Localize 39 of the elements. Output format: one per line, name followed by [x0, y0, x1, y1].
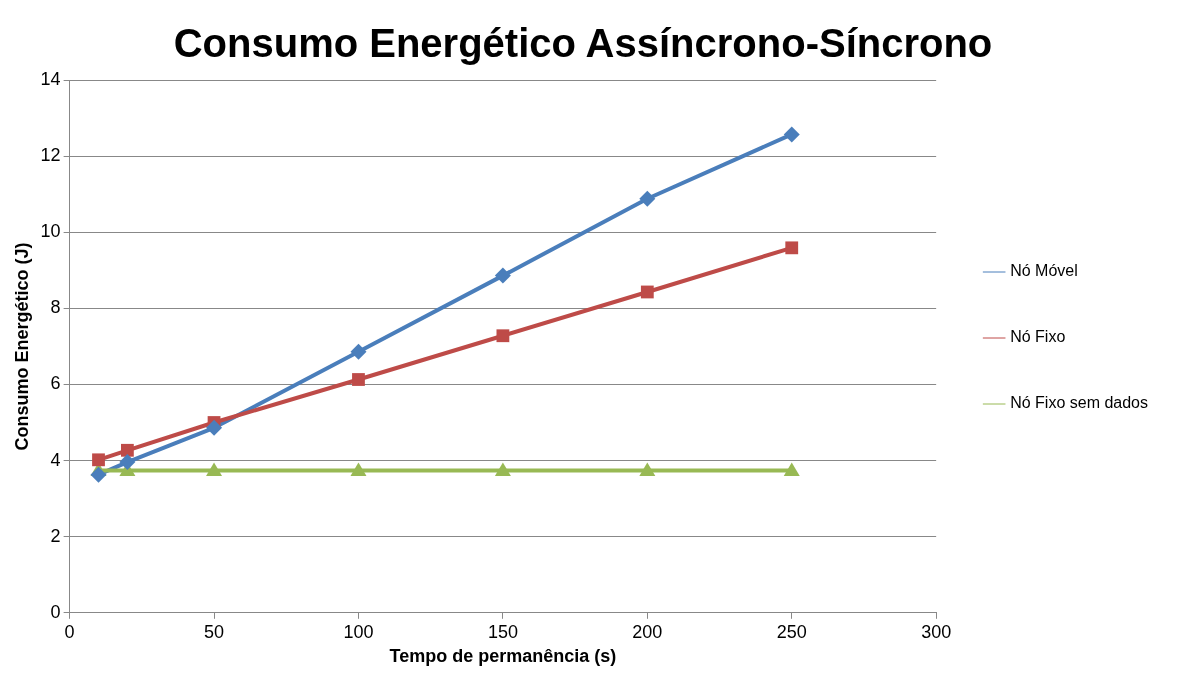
point [783, 462, 800, 477]
point [639, 462, 656, 477]
y-tick-label: 6 [50, 373, 61, 394]
point [206, 462, 223, 477]
legend-label: Nó Fixo [1010, 328, 1066, 346]
chart-title: Consumo Energético Assíncrono-Síncrono [173, 21, 993, 66]
point [494, 462, 511, 477]
point [92, 453, 105, 467]
x-tick-label: 50 [204, 621, 225, 642]
legend-label: Nó Fixo sem dados [1010, 394, 1149, 412]
point [785, 241, 799, 255]
x-tick-label: 100 [343, 621, 374, 642]
point [120, 443, 134, 457]
y-tick-label: 8 [50, 297, 61, 318]
y-tick-label: 10 [40, 221, 61, 242]
point [90, 466, 107, 483]
y-tick-label: 4 [50, 449, 61, 470]
point [350, 343, 367, 360]
legend-label: Nó Móvel [1010, 262, 1078, 280]
x-tick-label: 150 [487, 621, 518, 642]
x-axis-title: Tempo de permanência (s) [389, 646, 617, 667]
y-tick-label: 2 [50, 525, 61, 546]
point [352, 373, 365, 386]
point [783, 126, 800, 143]
y-tick-label: 14 [40, 68, 61, 89]
x-tick-label: 300 [921, 621, 952, 642]
y-tick-label: 0 [50, 601, 61, 622]
y-tick-label: 12 [40, 145, 61, 166]
x-tick-label: 0 [64, 621, 75, 642]
point [494, 267, 511, 284]
point [119, 454, 136, 471]
point [640, 285, 654, 299]
x-tick-label: 200 [632, 621, 663, 642]
x-tick-label: 250 [776, 621, 807, 642]
point [496, 329, 510, 343]
y-axis-title: Consumo Energético (J) [11, 242, 32, 451]
point [639, 190, 656, 207]
point [350, 462, 367, 477]
point [206, 419, 223, 436]
